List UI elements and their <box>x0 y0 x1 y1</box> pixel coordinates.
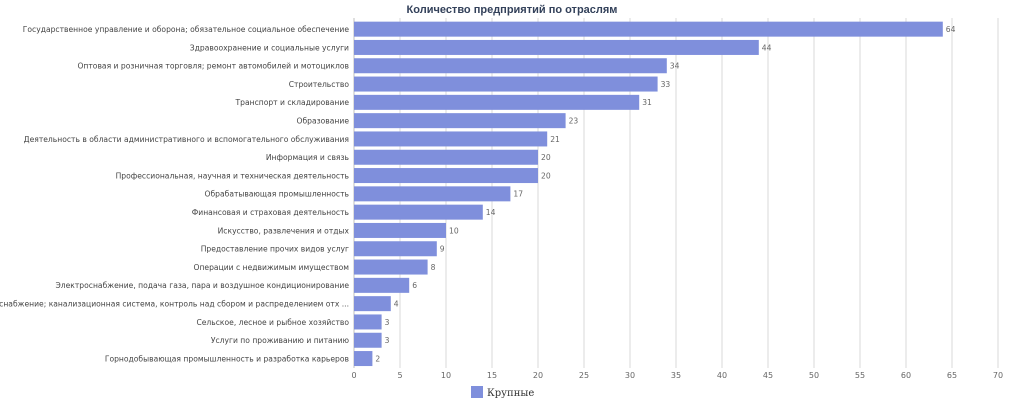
category-label: Услуги по проживанию и питанию <box>211 336 349 345</box>
x-tick-label: 15 <box>487 371 497 380</box>
data-label: 4 <box>394 299 399 308</box>
x-tick-label: 25 <box>579 371 589 380</box>
x-tick-label: 40 <box>717 371 727 380</box>
category-label: Строительство <box>289 80 350 89</box>
bar[interactable] <box>354 351 373 367</box>
bar[interactable] <box>354 131 548 147</box>
data-label: 6 <box>412 281 417 290</box>
category-label: Сельское, лесное и рыбное хозяйство <box>196 318 349 327</box>
bar[interactable] <box>354 186 511 202</box>
x-tick-label: 55 <box>855 371 865 380</box>
bar[interactable] <box>354 149 538 165</box>
bar[interactable] <box>354 332 382 348</box>
bar[interactable] <box>354 222 446 238</box>
data-label: 34 <box>670 62 680 71</box>
data-label: 20 <box>541 153 551 162</box>
category-label: Образование <box>296 116 349 125</box>
data-label: 17 <box>513 190 523 199</box>
data-label: 2 <box>375 354 380 363</box>
bar[interactable] <box>354 296 391 312</box>
x-tick-label: 20 <box>533 371 543 380</box>
bar[interactable] <box>354 94 640 110</box>
data-label: 20 <box>541 171 551 180</box>
bar[interactable] <box>354 241 437 257</box>
category-label: Предоставление прочих видов услуг <box>201 245 349 254</box>
bar[interactable] <box>354 314 382 330</box>
category-label: Профессиональная, научная и техническая … <box>116 171 350 180</box>
chart-title: Количество предприятий по отраслям <box>407 4 618 16</box>
category-label: Транспорт и складирование <box>235 98 350 107</box>
data-label: 23 <box>569 116 579 125</box>
bar[interactable] <box>354 168 538 184</box>
bar[interactable] <box>354 58 667 74</box>
x-tick-label: 5 <box>397 371 402 380</box>
category-label: Оптовая и розничная торговля; ремонт авт… <box>77 62 349 71</box>
data-label: 8 <box>431 263 436 272</box>
x-axis-ticks: 0 5 10 15 20 25 30 35 40 45 50 55 60 65 70 <box>351 371 1003 380</box>
x-tick-label: 30 <box>625 371 635 380</box>
x-tick-label: 50 <box>809 371 819 380</box>
bar[interactable] <box>354 277 410 293</box>
x-tick-label: 70 <box>993 371 1003 380</box>
bar[interactable] <box>354 76 658 92</box>
data-label: 14 <box>486 208 496 217</box>
bar[interactable] <box>354 259 428 275</box>
bar[interactable] <box>354 204 483 220</box>
data-label: 31 <box>642 98 652 107</box>
legend-swatch-krupnye[interactable] <box>471 386 483 398</box>
x-tick-label: 10 <box>441 371 451 380</box>
category-label: Операции с недвижимым имуществом <box>193 263 349 272</box>
category-label: Водоснабжение; канализационная система, … <box>0 299 349 308</box>
data-label: 33 <box>661 80 671 89</box>
category-label: Информация и связь <box>266 153 350 162</box>
data-label: 44 <box>762 43 772 52</box>
data-label: 21 <box>550 135 560 144</box>
bars <box>354 21 943 367</box>
bar[interactable] <box>354 21 943 37</box>
data-label: 3 <box>385 318 390 327</box>
x-tick-label: 60 <box>901 371 911 380</box>
category-label: Государственное управление и оборона; об… <box>23 25 350 34</box>
grid-lines <box>353 18 999 368</box>
category-label: Электроснабжение, подача газа, пара и во… <box>55 281 349 290</box>
x-tick-label: 35 <box>671 371 681 380</box>
bar[interactable] <box>354 39 759 55</box>
x-tick-label: 45 <box>763 371 773 380</box>
legend[interactable]: Крупные <box>471 386 534 399</box>
category-label: Деятельность в области административного… <box>24 135 349 144</box>
data-label: 10 <box>449 226 459 235</box>
category-label: Искусство, развлечения и отдых <box>218 226 350 235</box>
category-label: Финансовая и страховая деятельность <box>192 208 350 217</box>
category-labels: Государственное управление и оборона; об… <box>0 25 350 363</box>
category-label: Обрабатывающая промышленность <box>205 190 350 199</box>
x-tick-label: 0 <box>351 371 356 380</box>
data-label: 3 <box>385 336 390 345</box>
legend-label-krupnye[interactable]: Крупные <box>487 388 534 399</box>
data-label: 64 <box>946 25 956 34</box>
category-label: Здравоохранение и социальные услуги <box>190 43 349 52</box>
category-label: Горнодобывающая промышленность и разрабо… <box>105 354 350 363</box>
bar[interactable] <box>354 113 566 129</box>
data-label: 9 <box>440 245 445 254</box>
x-tick-label: 65 <box>947 371 957 380</box>
